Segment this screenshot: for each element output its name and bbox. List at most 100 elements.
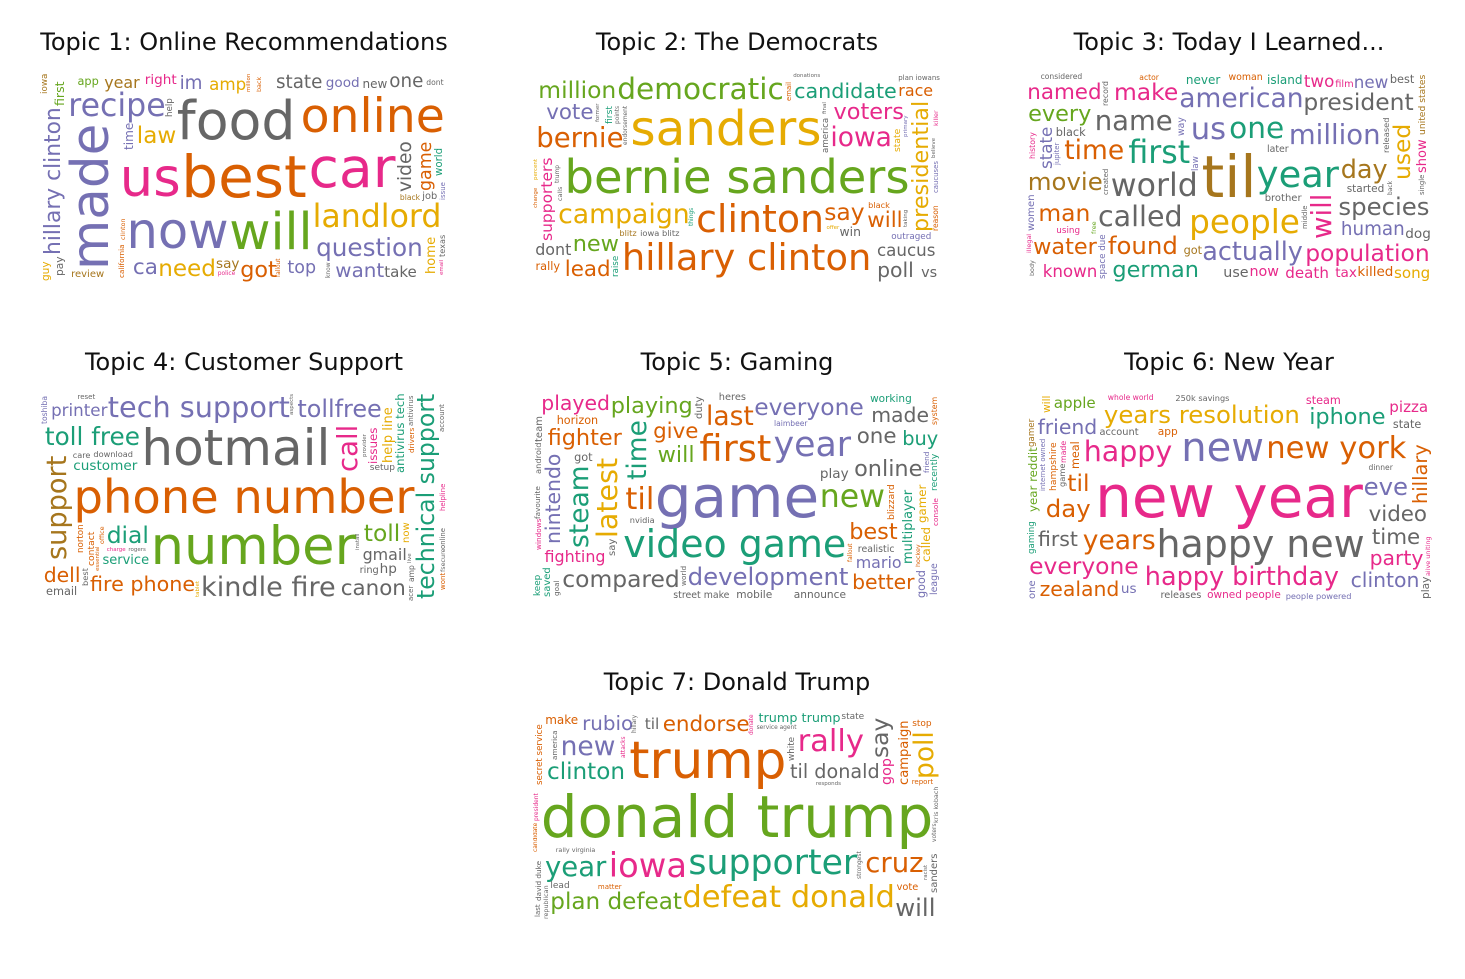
topic-panel-3: Topic 3: Today I Learned... til year people… xyxy=(1025,28,1433,282)
word-know: know xyxy=(325,262,332,278)
word-team: team xyxy=(534,415,546,442)
word-made: made xyxy=(1059,440,1068,463)
word-attacks: attacks xyxy=(620,736,627,759)
word-street-make: street make xyxy=(673,590,730,602)
word-mario: mario xyxy=(855,552,902,572)
word-state: state xyxy=(891,128,903,152)
word-gamer: gamer xyxy=(915,484,930,523)
word-years: years xyxy=(1082,524,1156,556)
word-candidate: candidate xyxy=(533,822,540,852)
word-last: last xyxy=(706,400,754,432)
word-offer: offer xyxy=(826,225,840,232)
word-use: use xyxy=(1223,265,1249,282)
word-made: made xyxy=(871,402,930,427)
word-need: need xyxy=(158,255,216,282)
word-blizzard: blizzard xyxy=(885,484,897,521)
word-friend: friend xyxy=(1037,414,1098,439)
panel-title: Topic 5: Gaming xyxy=(640,348,834,376)
word-brother: brother xyxy=(1264,192,1302,204)
word-make: make xyxy=(1114,78,1179,107)
word-state: state xyxy=(1392,418,1422,431)
word-hillary: hillary xyxy=(632,715,639,734)
word-recently: recently xyxy=(929,453,941,492)
word-name: name xyxy=(1094,105,1173,138)
word-antivirus: antivirus xyxy=(406,395,415,427)
word-will: will xyxy=(1306,193,1339,240)
word-time: time xyxy=(1371,524,1421,550)
word-til: til xyxy=(644,715,660,734)
word-black: black xyxy=(868,200,890,211)
word-cloud: game video game first year new til latest time s… xyxy=(533,392,941,602)
word-whole-world: whole world xyxy=(1107,392,1154,402)
word-one: one xyxy=(1026,580,1038,599)
word-secret-service: secret service xyxy=(535,724,546,786)
word-got: got xyxy=(574,451,593,465)
word-first: first xyxy=(699,426,772,470)
word-first: first xyxy=(52,81,68,107)
word-president: president xyxy=(1303,87,1414,116)
word-state: state xyxy=(276,72,323,94)
panel-title: Topic 7: Donald Trump xyxy=(603,668,871,696)
word-trump: trump xyxy=(554,165,561,183)
word-played: played xyxy=(541,392,610,416)
word-year: year xyxy=(104,73,140,93)
word-tax: tax xyxy=(1335,264,1357,281)
word-will: will xyxy=(229,202,313,261)
topic-panel-5: Topic 5: Gaming game video game first year ne… xyxy=(533,348,941,602)
word-cloud: donald trump trump supporter iowa til donald… xyxy=(533,712,941,922)
word-one: one xyxy=(1229,111,1285,146)
word-one: one xyxy=(389,72,424,93)
word-year-reddit: year reddit xyxy=(1025,446,1040,512)
word-play: play xyxy=(1419,576,1432,599)
word-used: used xyxy=(1388,123,1417,180)
word-will: will xyxy=(895,893,936,922)
word-laimbeer: laimbeer xyxy=(774,419,808,429)
word-printer: printer xyxy=(51,399,108,420)
word-considered: considered xyxy=(1040,72,1083,82)
word-new: new xyxy=(362,77,388,92)
word-million: million xyxy=(538,75,617,104)
word-found: found xyxy=(1107,230,1178,260)
word-iowans: iowans xyxy=(915,74,940,82)
word-everyone: everyone xyxy=(754,392,864,421)
word-app: app xyxy=(1157,425,1178,438)
word-league: league xyxy=(928,563,940,596)
word-drivers: drivers xyxy=(406,428,416,454)
word-multiplayer: multiplayer xyxy=(900,490,916,565)
word-game: game xyxy=(654,463,820,531)
word-online: online xyxy=(438,527,447,549)
word-happy-birthday: happy birthday xyxy=(1144,561,1339,592)
word-email: email xyxy=(439,259,445,275)
word-acer: acer xyxy=(407,585,416,601)
word-best: best xyxy=(181,143,307,211)
word-jupiter: jupiter xyxy=(1053,143,1062,166)
word-america: america xyxy=(549,730,559,761)
word-apple: apple xyxy=(1053,394,1096,412)
word-guy: guy xyxy=(40,261,53,281)
word-recipe: recipe xyxy=(68,88,166,125)
word-setup: setup xyxy=(369,463,395,474)
word-nintendo: nintendo xyxy=(540,453,565,545)
word-population: population xyxy=(1305,238,1430,267)
word-species: species xyxy=(1338,192,1430,222)
word-day: day xyxy=(1340,155,1388,186)
word-fighting: fighting xyxy=(544,547,606,567)
word-video: video xyxy=(395,141,417,192)
word-working: working xyxy=(870,393,912,406)
word-history: history xyxy=(1028,131,1037,159)
word-started: started xyxy=(1346,183,1385,196)
word-rally-virginia: rally virginia xyxy=(555,846,596,854)
word-hp: hp xyxy=(379,561,397,578)
word-customer: customer xyxy=(73,457,138,474)
word-help-line: help line xyxy=(380,406,396,463)
word-review: review xyxy=(71,269,105,281)
word-us: us xyxy=(1120,580,1137,597)
word-caucus: caucus xyxy=(877,239,936,260)
word-will: will xyxy=(1041,395,1054,413)
word-dont: dont xyxy=(535,240,572,259)
word-lead: lead xyxy=(564,257,611,282)
word-record: record xyxy=(1100,80,1110,106)
word-hillary-clinton: hillary clinton xyxy=(41,107,67,255)
word-dog: dog xyxy=(1405,225,1431,242)
word-favourite: favourite xyxy=(533,485,543,519)
